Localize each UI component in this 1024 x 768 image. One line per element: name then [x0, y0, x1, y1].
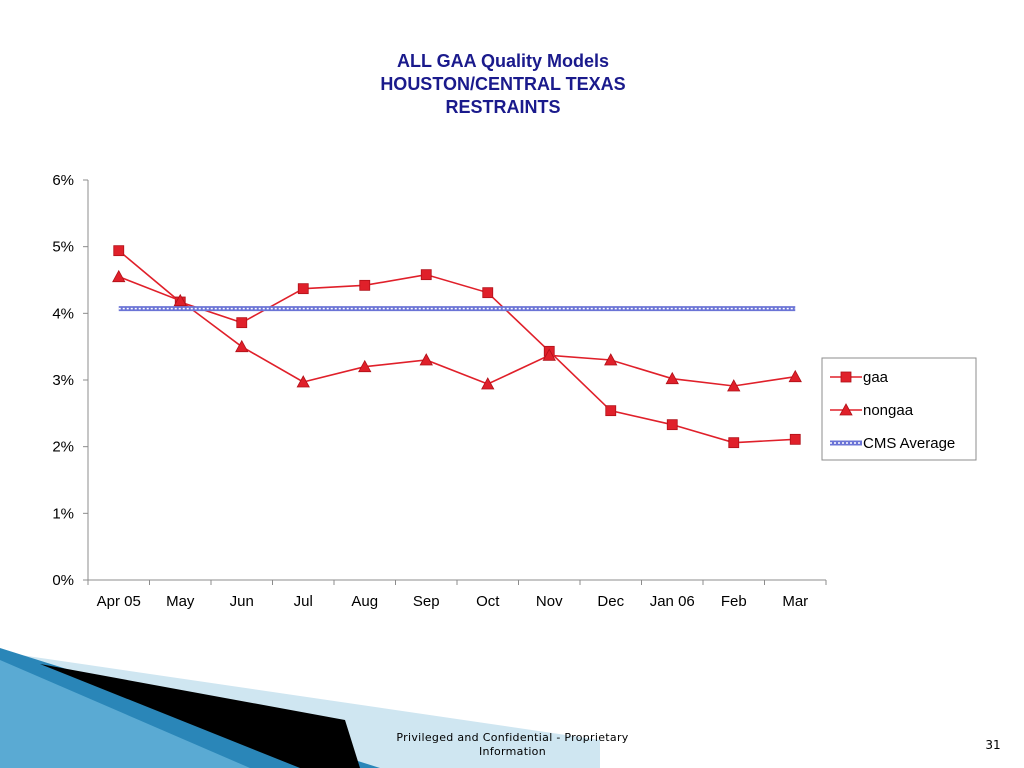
series-nongaa [112, 269, 802, 392]
y-tick-label: 4% [52, 305, 74, 322]
x-tick-label: Dec [597, 593, 624, 610]
data-point-triangle [665, 371, 679, 385]
data-point-square [236, 317, 248, 329]
data-point-square [666, 419, 678, 431]
y-tick-label: 3% [52, 372, 74, 389]
x-tick-label: Jan 06 [650, 593, 695, 610]
x-tick-label: Sep [413, 593, 440, 610]
y-tick-label: 0% [52, 572, 74, 589]
chart-title-line-1: ALL GAA Quality Models [396, 51, 610, 71]
chart-title-line-2: HOUSTON/CENTRAL TEXAS [380, 74, 626, 94]
data-point-triangle [727, 379, 741, 392]
data-point-square [420, 269, 432, 281]
data-point-triangle [419, 353, 433, 366]
data-point-square [482, 287, 494, 299]
x-tick-label: Apr 05 [97, 593, 141, 610]
y-tick-label: 2% [52, 439, 74, 456]
data-point-triangle [481, 377, 495, 390]
x-tick-label: Mar [782, 593, 808, 610]
page-number: 31 [985, 738, 1001, 752]
y-tick-label: 1% [52, 505, 74, 522]
x-tick-label: Feb [721, 593, 747, 610]
footer-confidential-text: Privileged and Confidential - Proprietar… [396, 731, 629, 758]
data-point-triangle [112, 269, 126, 283]
chart-title: ALL GAA Quality Models HOUSTON/CENTRAL T… [300, 50, 706, 119]
series-gaa [113, 245, 801, 449]
y-tick-label: 5% [52, 239, 74, 256]
x-tick-label: Nov [536, 593, 563, 610]
chart-title-line-3: RESTRAINTS [445, 97, 561, 117]
x-tick-label: Jun [230, 593, 254, 610]
data-point-triangle [604, 353, 618, 366]
data-point-square [113, 245, 125, 257]
data-point-triangle [235, 339, 249, 353]
data-point-triangle [173, 293, 187, 307]
legend-label: gaa [863, 369, 889, 386]
legend-item: nongaa [830, 402, 914, 419]
data-point-triangle [839, 403, 853, 416]
data-point-triangle [358, 359, 372, 373]
data-point-triangle [296, 375, 310, 388]
data-point-triangle [788, 369, 802, 383]
data-point-square [789, 433, 801, 445]
data-point-triangle [542, 348, 556, 361]
x-tick-label: Aug [351, 593, 378, 610]
legend-label: nongaa [863, 402, 914, 419]
legend-item: CMS Average [830, 435, 955, 452]
data-point-square [728, 437, 740, 449]
series-line [118, 250, 796, 444]
decorative-swoosh [0, 648, 600, 768]
data-point-square [605, 405, 617, 417]
series-line [118, 275, 796, 387]
x-tick-label: Jul [294, 593, 313, 610]
y-tick-label: 6% [52, 172, 74, 189]
data-point-square [359, 279, 371, 291]
data-point-square [297, 283, 309, 295]
legend-item: gaa [830, 369, 889, 386]
x-tick-label: May [166, 593, 195, 610]
x-tick-label: Oct [476, 593, 500, 610]
legend-label: CMS Average [863, 435, 955, 452]
data-point-square [840, 371, 852, 383]
